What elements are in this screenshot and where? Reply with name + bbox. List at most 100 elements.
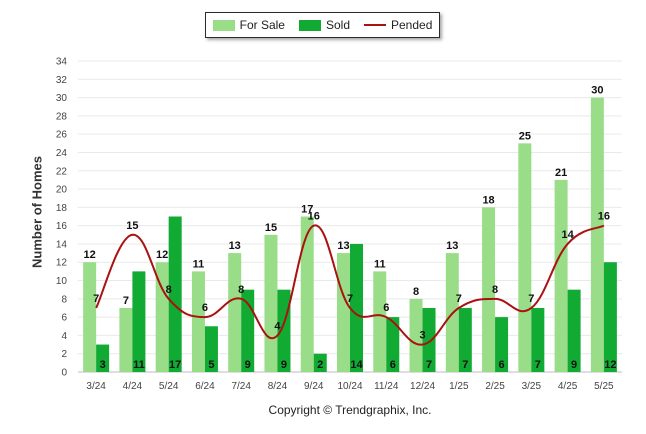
y-tick-label: 4 — [61, 331, 67, 342]
y-tick-label: 8 — [61, 294, 67, 305]
for-sale-value-label: 13 — [229, 240, 241, 252]
for-sale-bar[interactable] — [590, 97, 604, 373]
y-tick-label: 32 — [56, 75, 68, 86]
y-tick-label: 30 — [56, 93, 68, 104]
for-sale-value-label: 17 — [301, 204, 313, 216]
for-sale-bar[interactable] — [373, 271, 387, 372]
for-sale-value-label: 11 — [374, 258, 386, 270]
legend-label-pended: Pended — [391, 18, 433, 32]
sold-bar[interactable] — [96, 344, 110, 372]
y-tick-label: 16 — [56, 221, 68, 232]
x-tick-label: 10/24 — [337, 381, 362, 392]
for-sale-bar[interactable] — [83, 262, 97, 372]
y-tick-label: 6 — [61, 313, 67, 324]
pended-value-label: 16 — [598, 211, 610, 223]
bars-group — [83, 97, 617, 373]
x-tick-label: 8/24 — [268, 381, 288, 392]
sold-bar[interactable] — [422, 307, 436, 372]
sold-value-label: 7 — [535, 359, 541, 371]
pended-value-label: 6 — [383, 302, 389, 314]
for-sale-bar[interactable] — [119, 307, 133, 372]
x-tick-label: 5/25 — [594, 381, 614, 392]
sold-value-label: 5 — [208, 359, 214, 371]
for-sale-value-label: 21 — [555, 167, 567, 179]
sold-bar[interactable] — [458, 307, 472, 372]
x-tick-label: 4/24 — [123, 381, 143, 392]
sold-value-label: 12 — [604, 359, 616, 371]
legend-item-sold[interactable]: Sold — [298, 18, 350, 32]
pended-value-label: 8 — [492, 284, 498, 296]
data-labels: 1237111217115139159172131411687137186257… — [84, 85, 617, 371]
y-tick-label: 12 — [56, 258, 68, 269]
for-sale-bar[interactable] — [337, 253, 350, 372]
y-tick-label: 28 — [56, 111, 68, 122]
sold-bar[interactable] — [168, 216, 182, 373]
legend-item-pended[interactable]: Pended — [364, 18, 432, 32]
sold-value-label: 3 — [100, 359, 106, 371]
sold-bar[interactable] — [531, 307, 545, 372]
sold-bar[interactable] — [350, 243, 363, 372]
sold-bar[interactable] — [132, 271, 146, 372]
pended-value-label: 4 — [274, 320, 281, 332]
pended-line[interactable] — [95, 224, 605, 346]
for-sale-value-label: 13 — [337, 240, 349, 252]
for-sale-value-label: 13 — [446, 240, 458, 252]
for-sale-bar[interactable] — [300, 216, 314, 373]
for-sale-bar[interactable] — [518, 143, 532, 372]
x-axis-ticks: 3/24 4/24 5/24 6/24 7/24 8/24 9/24 10/24 11/24 12… — [86, 381, 614, 392]
sold-value-label: 9 — [571, 359, 577, 371]
for-sale-value-label: 18 — [482, 194, 494, 206]
sold-value-label: 6 — [499, 359, 505, 371]
pended-value-label: 16 — [308, 211, 320, 223]
sold-value-label: 11 — [133, 359, 145, 371]
x-tick-label: 4/25 — [558, 381, 578, 392]
sold-bar[interactable] — [204, 326, 218, 372]
sold-bar[interactable] — [567, 289, 581, 372]
pended-value-label: 7 — [456, 293, 462, 305]
x-tick-label: 2/25 — [485, 381, 505, 392]
sold-value-label: 2 — [317, 359, 323, 371]
for-sale-value-label: 15 — [265, 222, 277, 234]
for-sale-value-label: 30 — [591, 85, 603, 97]
pended-value-label: 7 — [93, 293, 99, 305]
for-sale-bar[interactable] — [482, 207, 496, 372]
pended-value-label: 3 — [419, 330, 425, 342]
y-tick-label: 0 — [61, 368, 67, 379]
x-tick-label: 3/24 — [86, 381, 106, 392]
sold-value-label: 17 — [169, 359, 181, 371]
for-sale-bar[interactable] — [228, 253, 242, 372]
x-tick-label: 3/25 — [522, 381, 542, 392]
sold-value-label: 7 — [426, 359, 432, 371]
for-sale-bar[interactable] — [409, 298, 423, 372]
sold-swatch-icon — [298, 19, 321, 31]
for-sale-swatch-icon — [212, 19, 235, 31]
x-tick-label: 9/24 — [304, 381, 324, 392]
x-tick-label: 5/24 — [159, 381, 179, 392]
y-tick-label: 2 — [61, 349, 67, 360]
sold-value-label: 9 — [245, 359, 251, 371]
x-tick-label: 7/24 — [231, 381, 251, 392]
sold-value-label: 7 — [462, 359, 468, 371]
for-sale-value-label: 12 — [156, 249, 168, 261]
for-sale-bar[interactable] — [554, 179, 568, 372]
pended-value-label: 15 — [126, 220, 138, 232]
sold-bar[interactable] — [603, 262, 617, 372]
sold-bar[interactable] — [495, 317, 509, 372]
sold-bar[interactable] — [313, 353, 327, 372]
y-tick-label: 20 — [56, 185, 68, 196]
x-tick-label: 1/25 — [449, 381, 469, 392]
for-sale-bar[interactable] — [155, 262, 169, 372]
for-sale-value-label: 8 — [413, 286, 419, 298]
for-sale-value-label: 12 — [84, 249, 96, 261]
for-sale-bar[interactable] — [264, 234, 278, 372]
sold-bar[interactable] — [241, 289, 255, 372]
y-tick-label: 24 — [56, 148, 68, 159]
for-sale-bar[interactable] — [191, 271, 205, 372]
x-tick-label: 12/24 — [410, 381, 435, 392]
legend-item-for-sale[interactable]: For Sale — [212, 18, 285, 32]
x-tick-label: 6/24 — [195, 381, 215, 392]
sold-bar[interactable] — [386, 317, 400, 372]
for-sale-value-label: 11 — [193, 258, 205, 270]
